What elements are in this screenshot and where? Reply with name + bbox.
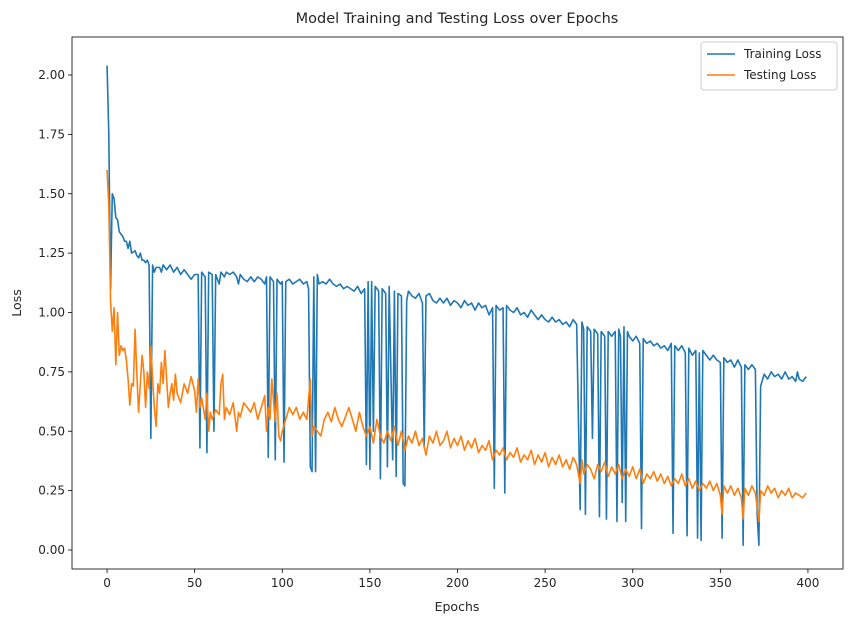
y-tick-label: 2.00 xyxy=(38,68,65,82)
y-tick-label: 1.50 xyxy=(38,187,65,201)
y-tick-label: 0.75 xyxy=(38,365,65,379)
x-axis: 0 50 100 150 200 250 300 350 400 xyxy=(103,569,819,590)
x-tick-label: 50 xyxy=(187,576,202,590)
x-tick-label: 0 xyxy=(103,576,111,590)
x-tick-label: 150 xyxy=(358,576,381,590)
x-tick-label: 350 xyxy=(709,576,732,590)
legend-label-training: Training Loss xyxy=(743,47,821,61)
legend-label-testing: Testing Loss xyxy=(743,68,816,82)
x-tick-label: 200 xyxy=(446,576,469,590)
y-tick-label: 1.00 xyxy=(38,306,65,320)
x-axis-label: Epochs xyxy=(435,599,480,614)
y-axis-label: Loss xyxy=(9,289,24,316)
y-tick-label: 0.25 xyxy=(38,484,65,498)
y-axis: 0.00 0.25 0.50 0.75 1.00 1.25 1.50 1.75 2.00 xyxy=(38,68,72,557)
legend: Training Loss Testing Loss xyxy=(700,41,838,91)
training-loss-line xyxy=(106,65,807,547)
y-tick-label: 0.00 xyxy=(38,543,65,557)
y-tick-label: 1.25 xyxy=(38,246,65,260)
x-tick-label: 300 xyxy=(621,576,644,590)
series-layer xyxy=(106,65,807,547)
chart-title: Model Training and Testing Loss over Epo… xyxy=(296,11,619,27)
x-tick-label: 250 xyxy=(534,576,557,590)
y-tick-label: 0.50 xyxy=(38,424,65,438)
testing-loss-line xyxy=(106,169,807,523)
x-tick-label: 400 xyxy=(797,576,820,590)
y-tick-label: 1.75 xyxy=(38,127,65,141)
x-tick-label: 100 xyxy=(271,576,294,590)
